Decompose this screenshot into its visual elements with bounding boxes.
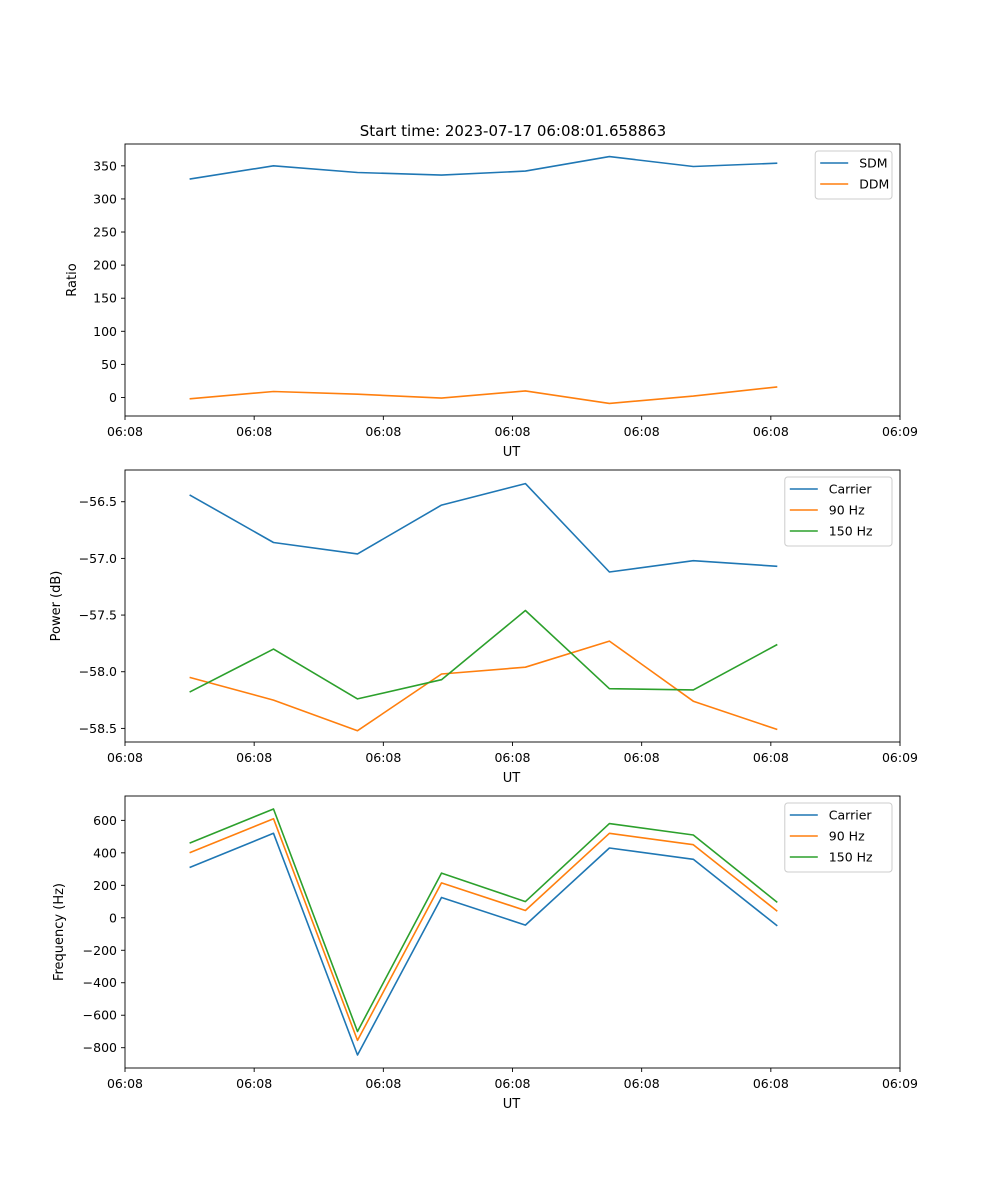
x-tick-label: 06:09 xyxy=(882,424,918,439)
y-tick-label: 0 xyxy=(109,910,117,925)
series-line-sdm xyxy=(189,155,778,180)
x-axis-label: UT xyxy=(503,445,521,460)
x-axis-label: UT xyxy=(503,1097,521,1112)
panel-3: −800 −600 −400 −200 0 200 400 600 06:08 06:08 06:0… xyxy=(52,795,918,1112)
y-axis-label: Power (dB) xyxy=(49,571,64,642)
x-tick-label: 06:08 xyxy=(624,750,660,765)
x-tick-label: 06:08 xyxy=(494,1076,530,1091)
x-tick-label: 06:08 xyxy=(753,1076,789,1091)
legend-label: 150 Hz xyxy=(829,850,873,865)
x-tick-label: 06:08 xyxy=(365,750,401,765)
y-tick-label: −57.5 xyxy=(79,608,117,623)
x-tick-label: 06:08 xyxy=(494,424,530,439)
series-line-carrier xyxy=(189,482,778,573)
y-tick-label: −400 xyxy=(83,975,117,990)
y-tick-label: 250 xyxy=(93,225,117,240)
x-tick-label: 06:08 xyxy=(107,424,143,439)
x-tick-label: 06:08 xyxy=(494,750,530,765)
y-tick-label: −800 xyxy=(83,1040,117,1055)
series-line-150-hz xyxy=(189,808,778,1033)
x-tick-label: 06:08 xyxy=(236,750,272,765)
legend-label: 150 Hz xyxy=(829,524,873,539)
y-tick-label: −57.0 xyxy=(79,551,117,566)
series-line-90-hz xyxy=(189,640,778,732)
x-tick-label: 06:08 xyxy=(753,750,789,765)
x-tick-label: 06:08 xyxy=(624,424,660,439)
y-tick-label: 300 xyxy=(93,191,117,206)
x-axis-label: UT xyxy=(503,771,521,786)
x-tick-label: 06:08 xyxy=(236,1076,272,1091)
y-tick-label: 200 xyxy=(93,878,117,893)
y-axis-label: Frequency (Hz) xyxy=(52,883,67,981)
legend-box xyxy=(784,802,893,873)
x-tick-label: 06:08 xyxy=(365,1076,401,1091)
panel-2: −58.5 −58.0 −57.5 −57.0 −56.5 06:08 06:08 06:08… xyxy=(49,469,918,786)
legend-label: Carrier xyxy=(829,808,873,823)
y-tick-label: 0 xyxy=(109,390,117,405)
series-line-carrier xyxy=(189,832,778,1056)
x-tick-label: 06:08 xyxy=(107,750,143,765)
y-tick-label: 100 xyxy=(93,324,117,339)
y-tick-label: −58.5 xyxy=(79,721,117,736)
legend: SDM DDM xyxy=(814,150,893,200)
series-line-90-hz xyxy=(189,817,778,1042)
y-tick-label: −600 xyxy=(83,1008,117,1023)
legend-box xyxy=(784,476,893,547)
x-tick-label: 06:08 xyxy=(365,424,401,439)
y-tick-label: 600 xyxy=(93,813,117,828)
y-tick-label: 50 xyxy=(101,357,117,372)
x-tick-label: 06:08 xyxy=(236,424,272,439)
y-tick-label: 200 xyxy=(93,258,117,273)
y-tick-label: 150 xyxy=(93,291,117,306)
legend-label: DDM xyxy=(859,177,889,192)
x-tick-label: 06:09 xyxy=(882,750,918,765)
legend-label: Carrier xyxy=(829,482,873,497)
series-line-150-hz xyxy=(189,609,778,700)
y-tick-label: −200 xyxy=(83,943,117,958)
x-tick-label: 06:08 xyxy=(107,1076,143,1091)
legend: Carrier 90 Hz 150 Hz xyxy=(784,476,893,547)
y-axis-label: Ratio xyxy=(65,263,80,296)
y-tick-label: −58.0 xyxy=(79,664,117,679)
panel-1: 0 50 100 150 200 250 300 350 06:08 06:08 06:08 06:0… xyxy=(65,143,918,460)
legend-label: 90 Hz xyxy=(829,503,865,518)
legend-label: 90 Hz xyxy=(829,829,865,844)
x-tick-label: 06:09 xyxy=(882,1076,918,1091)
y-tick-label: 400 xyxy=(93,845,117,860)
x-tick-label: 06:08 xyxy=(753,424,789,439)
y-tick-label: 350 xyxy=(93,158,117,173)
x-tick-label: 06:08 xyxy=(624,1076,660,1091)
figure-title: Start time: 2023-07-17 06:08:01.658863 xyxy=(360,122,666,140)
series-line-ddm xyxy=(189,386,778,405)
y-tick-label: −56.5 xyxy=(79,494,117,509)
legend-label: SDM xyxy=(859,156,887,171)
legend: Carrier 90 Hz 150 Hz xyxy=(784,802,893,873)
